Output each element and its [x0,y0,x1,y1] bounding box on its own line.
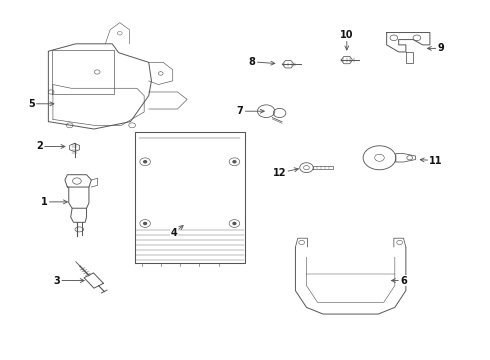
Text: 3: 3 [53,275,84,285]
Text: 9: 9 [427,44,444,53]
Text: 2: 2 [36,141,65,152]
Text: 5: 5 [28,99,54,109]
Text: 10: 10 [340,30,354,50]
Circle shape [144,161,147,163]
Text: 4: 4 [171,226,183,238]
Text: 7: 7 [237,106,264,116]
Text: 8: 8 [249,57,275,67]
Text: 11: 11 [420,156,443,166]
Text: 6: 6 [392,275,407,285]
Circle shape [233,222,236,225]
Circle shape [144,222,147,225]
Text: 12: 12 [273,168,298,178]
Text: 1: 1 [41,197,67,207]
Circle shape [233,161,236,163]
